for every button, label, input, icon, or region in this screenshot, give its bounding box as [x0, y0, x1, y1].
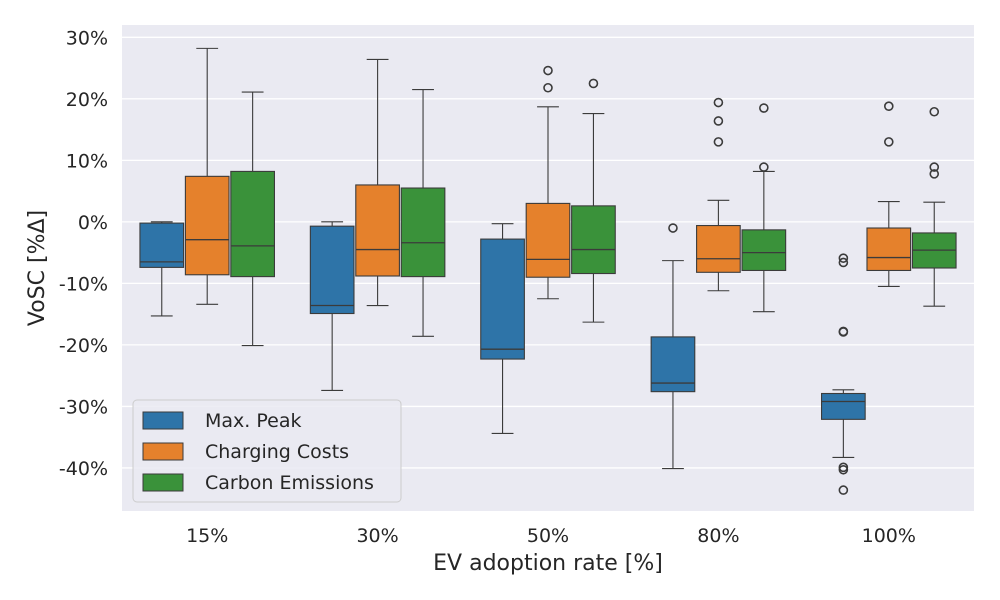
- iqr-box: [480, 238, 525, 360]
- legend-swatch: [142, 473, 184, 492]
- iqr-box: [230, 170, 276, 278]
- iqr-box: [525, 202, 571, 278]
- box-carbon-emissions-4: [911, 106, 957, 307]
- box-carbon-emissions-0: [230, 91, 276, 347]
- y-tick-label: 20%: [66, 89, 108, 111]
- x-tick-label: 80%: [697, 525, 739, 547]
- outlier-point: [883, 101, 894, 112]
- box-charging-costs-1: [355, 58, 400, 307]
- box-max-peak-0: [139, 221, 185, 317]
- x-tick-label: 15%: [186, 525, 228, 547]
- outlier-point: [838, 257, 849, 268]
- y-tick-label: -10%: [59, 273, 108, 295]
- iqr-box: [820, 392, 866, 420]
- outlier-point: [838, 253, 849, 263]
- x-tick-label: 30%: [356, 525, 398, 547]
- box-charging-costs-0: [184, 47, 230, 305]
- outlier-point: [838, 327, 849, 337]
- box-carbon-emissions-3: [741, 103, 787, 313]
- legend-label: Charging Costs: [205, 441, 349, 463]
- box-max-peak-3: [650, 223, 696, 470]
- box-charging-costs-4: [866, 101, 912, 288]
- outlier-point: [713, 137, 724, 147]
- legend-frame: [132, 399, 402, 503]
- iqr-box: [696, 225, 741, 273]
- x-axis-label: EV adoption rate [%]: [433, 551, 663, 576]
- outlier-point: [759, 103, 769, 113]
- box-max-peak-1: [309, 221, 355, 391]
- y-tick-label: 0%: [78, 212, 108, 234]
- iqr-box: [139, 222, 185, 268]
- outlier-point: [759, 162, 769, 172]
- y-axis-label: VoSC [%Δ]: [25, 210, 50, 326]
- y-tick-label: 30%: [66, 27, 108, 49]
- iqr-box: [309, 225, 355, 315]
- y-tick-labels: 30% 20% 10% 0% -10% -20% -30% -40%: [59, 27, 108, 480]
- outlier-point: [883, 137, 894, 147]
- y-tick-label: -40%: [59, 458, 108, 480]
- legend-swatch: [142, 411, 184, 430]
- box-charging-costs-3: [696, 97, 741, 292]
- y-tick-label: -30%: [59, 396, 108, 418]
- legend: Max. Peak Charging Costs Carbon Emissions: [132, 399, 402, 503]
- box-charging-costs-2: [525, 65, 571, 300]
- outlier-point: [588, 78, 599, 89]
- outlier-point: [929, 162, 940, 172]
- box-carbon-emissions-1: [400, 89, 446, 337]
- legend-label: Max. Peak: [205, 410, 301, 432]
- outlier-point: [838, 464, 849, 475]
- iqr-box: [184, 175, 230, 276]
- outlier-point: [668, 223, 678, 233]
- outlier-point: [543, 82, 553, 93]
- iqr-box: [866, 227, 912, 272]
- x-tick-label: 50%: [527, 525, 569, 547]
- iqr-box: [400, 187, 446, 278]
- y-tick-label: 10%: [66, 150, 108, 172]
- box-max-peak-4: [820, 253, 866, 495]
- outlier-point: [838, 485, 849, 495]
- outlier-point: [713, 97, 724, 108]
- iqr-box: [571, 205, 616, 275]
- y-tick-label: -20%: [59, 335, 108, 357]
- outlier-point: [929, 106, 940, 117]
- legend-label: Carbon Emissions: [205, 472, 374, 494]
- iqr-box: [355, 184, 400, 277]
- legend-swatch: [142, 442, 184, 461]
- x-tick-label: 100%: [862, 525, 916, 547]
- outlier-point: [713, 116, 724, 126]
- outlier-point: [543, 65, 553, 76]
- x-tick-labels: 15% 30% 50% 80% 100%: [186, 525, 916, 547]
- box-carbon-emissions-2: [571, 78, 616, 323]
- box-max-peak-2: [480, 223, 525, 435]
- outlier-point: [929, 169, 940, 179]
- boxes: [139, 47, 957, 495]
- iqr-box: [741, 229, 787, 272]
